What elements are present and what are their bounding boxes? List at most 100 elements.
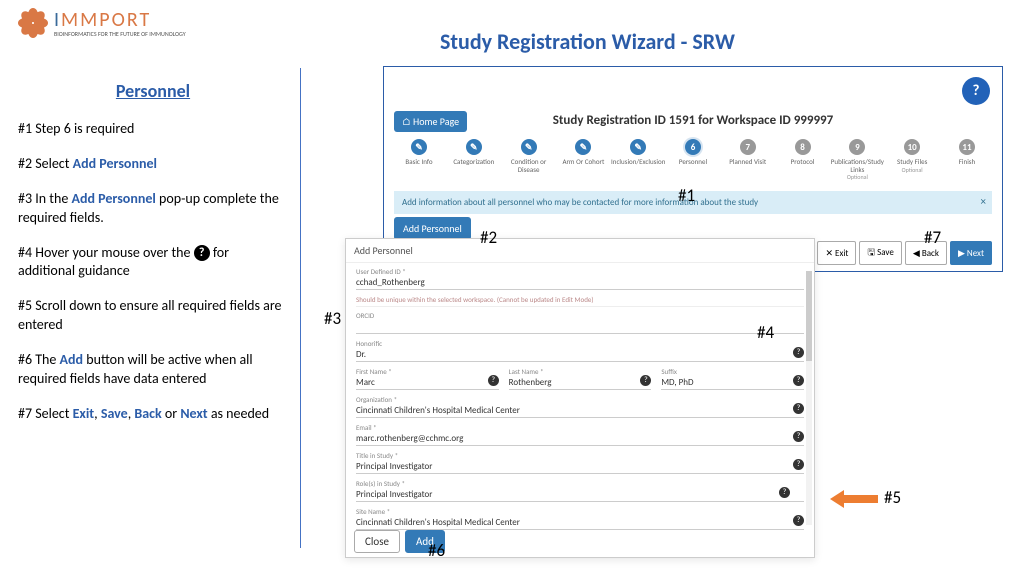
- orcid-field: ORCID: [356, 311, 804, 334]
- wizard-step[interactable]: 8 Protocol: [776, 139, 830, 181]
- exit-button[interactable]: ✕ Exit: [817, 241, 856, 265]
- step-circle: ✎: [411, 139, 427, 155]
- help-icon[interactable]: ?: [793, 347, 804, 358]
- instruction-3: #3 In the Add Personnel pop-up complete …: [18, 190, 288, 228]
- title-in-study-field: Title in Study * ?: [356, 451, 804, 474]
- last-name-input[interactable]: [509, 376, 652, 390]
- save-button[interactable]: 🖫 Save: [859, 241, 901, 265]
- help-icon[interactable]: ?: [793, 431, 804, 442]
- first-name-input[interactable]: [356, 376, 499, 390]
- logo-text: IMMPORT: [54, 8, 186, 32]
- close-button[interactable]: Close: [354, 530, 400, 553]
- next-button[interactable]: ▶ Next: [950, 241, 992, 265]
- wizard-step[interactable]: 6 Personnel: [666, 139, 720, 181]
- warning-text: Should be unique within the selected wor…: [356, 295, 804, 307]
- wizard-step[interactable]: ✎ Arm Or Cohort: [556, 139, 610, 181]
- title-in-study-input[interactable]: [356, 460, 804, 474]
- step-circle: 9: [849, 139, 865, 155]
- help-icon[interactable]: ?: [779, 487, 790, 498]
- instruction-6: #6 The Add button will be active when al…: [18, 351, 288, 389]
- callout-7: #7: [924, 227, 941, 248]
- step-circle: ✎: [466, 139, 482, 155]
- suffix-field: Suffix ?: [661, 367, 804, 390]
- logo-subtitle: BIOINFORMATICS FOR THE FUTURE OF IMMUNOL…: [54, 30, 186, 38]
- step-circle: 11: [959, 139, 975, 155]
- step-circle: ✎: [630, 139, 646, 155]
- help-icon: ?: [194, 245, 210, 261]
- roles-input[interactable]: [356, 488, 804, 502]
- instruction-7: #7 Select Exit, Save, Back or Next as ne…: [18, 405, 288, 424]
- add-personnel-popup: Add Personnel User Defined ID * Should b…: [345, 238, 815, 558]
- arrow-icon: [830, 492, 878, 506]
- wizard-step[interactable]: ✎ Basic Info: [392, 139, 446, 181]
- step-circle: 8: [795, 139, 811, 155]
- step-circle: ✎: [521, 139, 537, 155]
- wizard-step[interactable]: 7 Planned Visit: [721, 139, 775, 181]
- suffix-input[interactable]: [661, 376, 804, 390]
- step-circle: 7: [740, 139, 756, 155]
- help-icon[interactable]: ?: [793, 375, 804, 386]
- site-name-input[interactable]: [356, 516, 804, 530]
- step-circle: 6: [685, 139, 701, 155]
- logo-icon: [18, 8, 48, 38]
- site-name-field: Site Name * ?: [356, 507, 804, 530]
- callout-4: #4: [757, 322, 774, 343]
- callout-6: #6: [428, 540, 445, 561]
- roles-field: Role(s) in Study * ?: [356, 479, 804, 502]
- main-title: Study Registration Wizard - SRW: [440, 28, 735, 55]
- wizard-title: Study Registration ID 1591 for Workspace…: [384, 113, 1002, 128]
- divider: [300, 68, 301, 548]
- add-personnel-button[interactable]: Add Personnel: [394, 217, 471, 240]
- wizard-step[interactable]: ✎ Categorization: [447, 139, 501, 181]
- step-label: Finish: [959, 158, 976, 166]
- step-label: Categorization: [453, 158, 494, 166]
- first-name-field: First Name * ?: [356, 367, 499, 390]
- callout-1: #1: [678, 185, 695, 206]
- callout-2: #2: [480, 227, 497, 248]
- callout-5: #5: [884, 487, 901, 508]
- step-label: Personnel: [679, 158, 707, 166]
- step-circle: ✎: [575, 139, 591, 155]
- wizard-step[interactable]: 11 Finish: [940, 139, 994, 181]
- step-label: Condition or Disease: [502, 158, 556, 173]
- wizard-step[interactable]: 10Study FilesOptional: [885, 139, 939, 181]
- step-label: Planned Visit: [729, 158, 766, 166]
- help-icon[interactable]: ?: [488, 375, 499, 386]
- popup-title: Add Personnel: [346, 239, 814, 263]
- help-button[interactable]: ?: [962, 77, 990, 105]
- honorific-input[interactable]: [356, 348, 804, 362]
- help-icon[interactable]: ?: [793, 515, 804, 526]
- close-icon[interactable]: ×: [981, 195, 986, 208]
- instruction-1: #1 Step 6 is required: [18, 120, 288, 139]
- instruction-4: #4 Hover your mouse over the ? for addit…: [18, 244, 288, 282]
- organization-field: Organization * ?: [356, 395, 804, 418]
- help-icon[interactable]: ?: [793, 459, 804, 470]
- instructions-sidebar: Personnel #1 Step 6 is required #2 Selec…: [18, 80, 288, 440]
- step-label: Inclusion/Exclusion: [611, 158, 665, 166]
- orcid-input[interactable]: [356, 320, 804, 334]
- wizard-steps: ✎ Basic Info ✎ Categorization ✎ Condition or …: [392, 139, 994, 181]
- email-input[interactable]: [356, 432, 804, 446]
- wizard-step[interactable]: ✎ Condition or Disease: [502, 139, 556, 181]
- help-icon[interactable]: ?: [793, 403, 804, 414]
- wizard-step[interactable]: ✎ Inclusion/Exclusion: [611, 139, 665, 181]
- logo: IMMPORT BIOINFORMATICS FOR THE FUTURE OF…: [18, 8, 186, 38]
- step-label: Basic Info: [405, 158, 432, 166]
- step-label: Publications/Study Links: [830, 158, 884, 173]
- step-label: Arm Or Cohort: [562, 158, 604, 166]
- step-label: Protocol: [791, 158, 815, 166]
- user-defined-id-input[interactable]: [356, 276, 804, 290]
- last-name-field: Last Name * ?: [509, 367, 652, 390]
- step-circle: 10: [904, 139, 920, 155]
- step-label: Study Files: [897, 158, 927, 166]
- instruction-2: #2 Select Add Personnel: [18, 155, 288, 174]
- email-field: Email * ?: [356, 423, 804, 446]
- wizard-step[interactable]: 9Publications/Study LinksOptional: [830, 139, 884, 181]
- scrollbar[interactable]: [806, 271, 812, 525]
- wizard-footer-buttons: ✕ Exit 🖫 Save ◀ Back ▶ Next: [817, 241, 992, 265]
- user-defined-id-field: User Defined ID *: [356, 267, 804, 290]
- sidebar-title: Personnel: [18, 80, 288, 102]
- instruction-5: #5 Scroll down to ensure all required fi…: [18, 297, 288, 335]
- organization-input[interactable]: [356, 404, 804, 418]
- callout-3: #3: [324, 308, 341, 329]
